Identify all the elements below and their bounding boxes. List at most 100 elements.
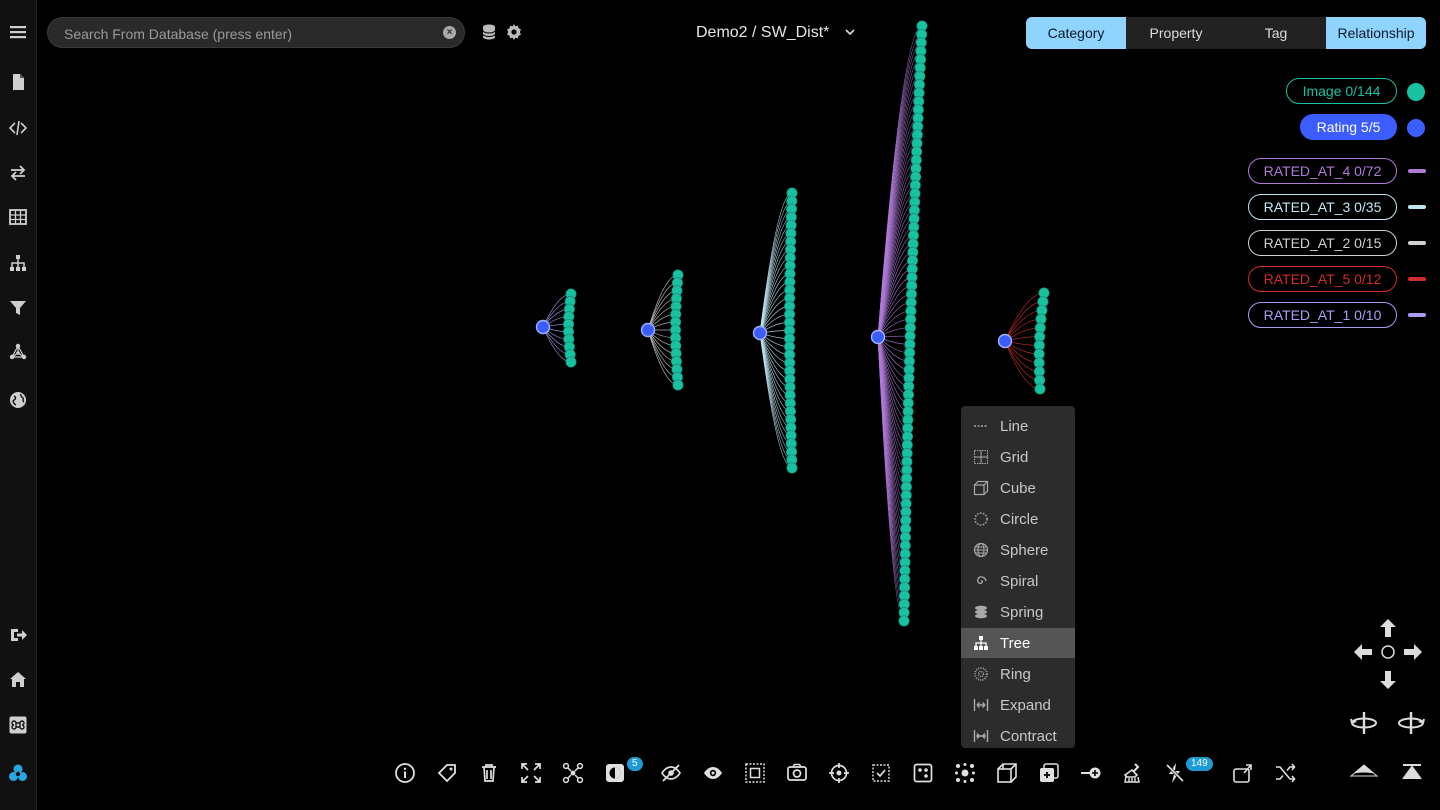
rating-node[interactable] [535,319,551,335]
legend-node-image[interactable]: Image 0/144 [1286,78,1397,104]
image-node[interactable] [786,462,798,474]
menu-icon[interactable] [5,19,31,45]
layout-tree[interactable]: Tree [961,628,1075,658]
layout-circle[interactable]: Circle [961,504,1075,534]
3d-cube-icon[interactable] [995,761,1019,785]
layout-expand[interactable]: Expand [961,690,1075,720]
expand-icon [973,697,989,713]
tab-property[interactable]: Property [1126,17,1226,49]
database-icon[interactable] [480,23,498,41]
settings-gear-icon[interactable] [505,23,523,41]
rated-at-2-color-bar [1408,241,1426,245]
export-icon[interactable] [1231,761,1255,785]
legend-edge-rated-at-3[interactable]: RATED_AT_3 0/35 [1248,194,1397,220]
camera-icon[interactable] [785,761,809,785]
rated-at-3-color-bar [1408,205,1426,209]
globe-icon[interactable] [5,387,31,413]
sphere-icon [973,542,989,558]
tab-relationship[interactable]: Relationship [1326,17,1426,49]
pan-up-icon[interactable] [1378,618,1398,638]
flash-off-icon[interactable] [1163,761,1187,785]
line-icon [973,418,989,434]
home-icon[interactable] [5,667,31,693]
rating-node[interactable] [640,322,656,338]
pan-left-icon[interactable] [1353,642,1373,662]
command-icon[interactable] [5,712,31,738]
pan-down-icon[interactable] [1378,670,1398,690]
layout-ring[interactable]: Ring [961,659,1075,689]
layout-contract[interactable]: Contract [961,721,1075,751]
tab-tag[interactable]: Tag [1226,17,1326,49]
tag-icon[interactable] [435,761,459,785]
pan-right-icon[interactable] [1403,642,1423,662]
rotate-left-icon[interactable] [1350,710,1378,736]
info-icon[interactable] [393,761,417,785]
show-icon[interactable] [701,761,725,785]
tilt-up-icon[interactable] [1349,763,1379,779]
image-node[interactable] [1034,383,1046,395]
connect-nodes-icon[interactable] [561,761,585,785]
layout-spiral[interactable]: Spiral [961,566,1075,596]
layout-cube-label: Cube [1000,479,1036,497]
layout-tree-label: Tree [1000,634,1031,652]
file-icon[interactable] [5,69,31,95]
rating-node[interactable] [997,333,1013,349]
logout-icon[interactable] [5,622,31,648]
image-node[interactable] [672,379,684,391]
add-layer-icon[interactable] [1037,761,1061,785]
rotate-right-icon[interactable] [1397,710,1425,736]
legend-edge-rated-at-4[interactable]: RATED_AT_4 0/72 [1248,158,1397,184]
network-icon[interactable] [5,339,31,365]
code-icon[interactable] [5,115,31,141]
legend-edge-rated-at-5[interactable]: RATED_AT_5 0/12 [1248,266,1397,292]
layout-sphere-label: Sphere [1000,541,1049,559]
layout-spring[interactable]: Spring [961,597,1075,627]
fit-screen-icon[interactable] [519,761,543,785]
layout-spiral-label: Spiral [1000,572,1039,590]
image-color-dot [1407,83,1425,101]
image-node[interactable] [565,356,577,368]
rating-node[interactable] [870,329,886,345]
spiral-icon [973,573,989,589]
hierarchy-icon[interactable] [5,250,31,276]
trash-icon[interactable] [477,761,501,785]
layout-menu: Line Grid Cube Circle Sphere Spiral Spri… [961,406,1075,748]
tab-category[interactable]: Category [1026,17,1126,49]
table-icon[interactable] [5,204,31,230]
layout-sphere[interactable]: Sphere [961,535,1075,565]
hide-icon[interactable] [659,761,683,785]
swap-icon[interactable] [5,160,31,186]
filter-icon[interactable] [5,295,31,321]
crosshair-icon[interactable] [827,761,851,785]
shuffle-icon[interactable] [1273,761,1297,785]
tilt-down-icon[interactable] [1401,763,1423,779]
theme-toggle-icon[interactable] [603,761,627,785]
layout-grid-label: Grid [1000,448,1029,466]
image-node[interactable] [898,615,910,627]
select-area-icon[interactable] [743,761,767,785]
legend-edge-rated-at-1[interactable]: RATED_AT_1 0/10 [1248,302,1397,328]
layout-grid[interactable]: Grid [961,442,1075,472]
search-input[interactable] [62,18,436,49]
cluster-icon[interactable] [953,761,977,785]
graph-title-dropdown[interactable]: Demo2 / SW_Dist* [696,24,856,42]
clean-brush-icon[interactable] [1121,761,1145,785]
select-checked-icon[interactable] [869,761,893,785]
rating-color-dot [1407,119,1425,137]
legend-edge-rated-at-2[interactable]: RATED_AT_2 0/15 [1248,230,1397,256]
rating-node[interactable] [752,325,768,341]
layout-cube[interactable]: Cube [961,473,1075,503]
random-select-icon[interactable] [911,761,935,785]
cluster-rated-at-4 [870,20,928,627]
reset-view-icon[interactable] [1380,644,1396,660]
legend-node-rating[interactable]: Rating 5/5 [1300,114,1397,140]
add-edge-icon[interactable] [1079,761,1103,785]
layout-contract-label: Contract [1000,727,1057,745]
layout-ring-label: Ring [1000,665,1031,683]
app-logo-icon[interactable] [5,760,31,786]
clear-search-icon[interactable]: × [443,26,456,39]
layout-line[interactable]: Line [961,411,1075,441]
circle-icon [973,511,989,527]
rated-at-1-color-bar [1408,313,1426,317]
